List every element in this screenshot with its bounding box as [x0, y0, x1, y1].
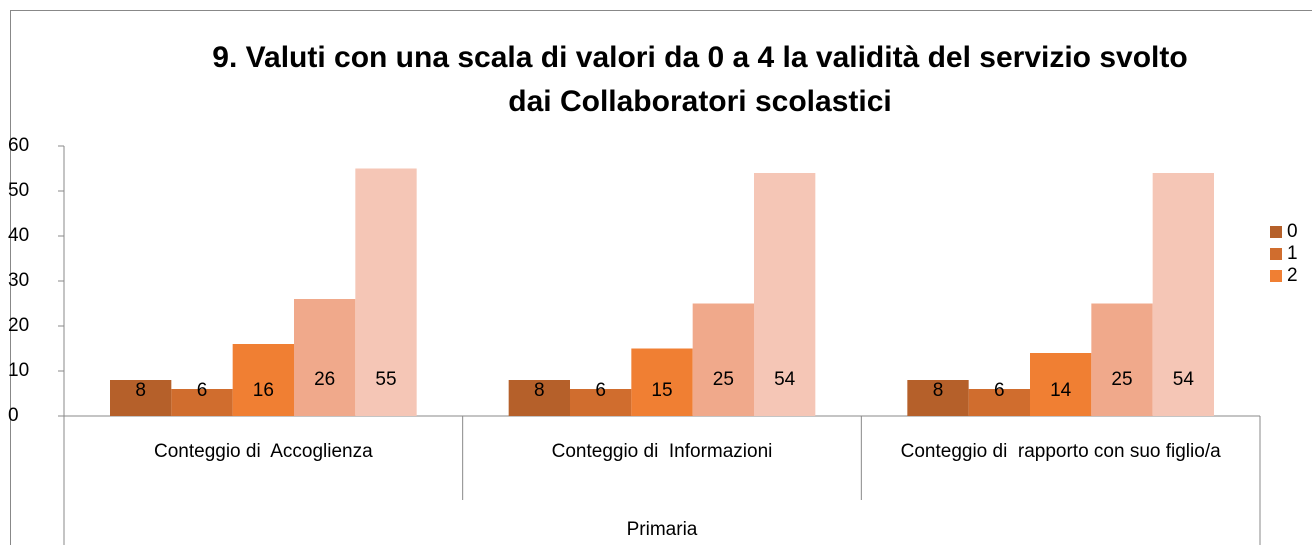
bar — [110, 380, 172, 416]
legend-swatch — [1270, 270, 1282, 282]
legend-swatch — [1270, 248, 1282, 260]
y-tick-label: 60 — [8, 135, 29, 156]
bar — [508, 380, 570, 416]
data-label: 14 — [1050, 380, 1072, 401]
bar — [631, 348, 693, 416]
data-label: 55 — [375, 369, 396, 390]
bar — [692, 303, 754, 416]
data-label: 8 — [933, 380, 944, 401]
data-label: 54 — [1173, 369, 1195, 390]
legend-label: 2 — [1287, 265, 1298, 286]
bar — [968, 389, 1030, 416]
bar — [294, 299, 356, 416]
bar — [171, 389, 233, 416]
data-label: 54 — [774, 369, 796, 390]
legend-label: 1 — [1287, 243, 1298, 264]
legend-label: 0 — [1287, 221, 1298, 242]
y-tick-label: 30 — [8, 270, 29, 291]
bar — [1091, 303, 1153, 416]
bar — [754, 173, 816, 416]
y-tick-label: 40 — [8, 225, 29, 246]
legend-swatch — [1270, 226, 1282, 238]
data-label: 25 — [713, 369, 734, 390]
bar — [907, 380, 969, 416]
bar — [232, 344, 294, 416]
data-label: 6 — [197, 380, 208, 401]
data-label: 6 — [994, 380, 1005, 401]
y-tick-label: 10 — [8, 360, 29, 381]
data-label: 8 — [135, 380, 146, 401]
data-label: 26 — [314, 369, 335, 390]
chart-border — [10, 10, 1312, 545]
chart-title: 9. Valuti con una scala di valori da 0 a… — [212, 41, 1188, 118]
bar — [1030, 353, 1092, 416]
data-label: 25 — [1111, 369, 1132, 390]
bar — [570, 389, 632, 416]
data-label: 8 — [534, 380, 545, 401]
bar — [355, 168, 417, 416]
bar — [1152, 173, 1214, 416]
data-label: 6 — [595, 380, 606, 401]
y-tick-label: 20 — [8, 315, 29, 336]
x-tick-label: Conteggio di rapporto con suo figlio/a — [900, 441, 1221, 462]
data-label: 16 — [253, 380, 274, 401]
x-tick-label: Conteggio di Informazioni — [551, 441, 773, 462]
y-tick-label: 0 — [8, 405, 19, 426]
x-tick-label: Conteggio di Accoglienza — [154, 441, 373, 462]
y-tick-label: 50 — [8, 180, 29, 201]
data-label: 15 — [651, 380, 672, 401]
group-label: Primaria — [626, 519, 698, 540]
